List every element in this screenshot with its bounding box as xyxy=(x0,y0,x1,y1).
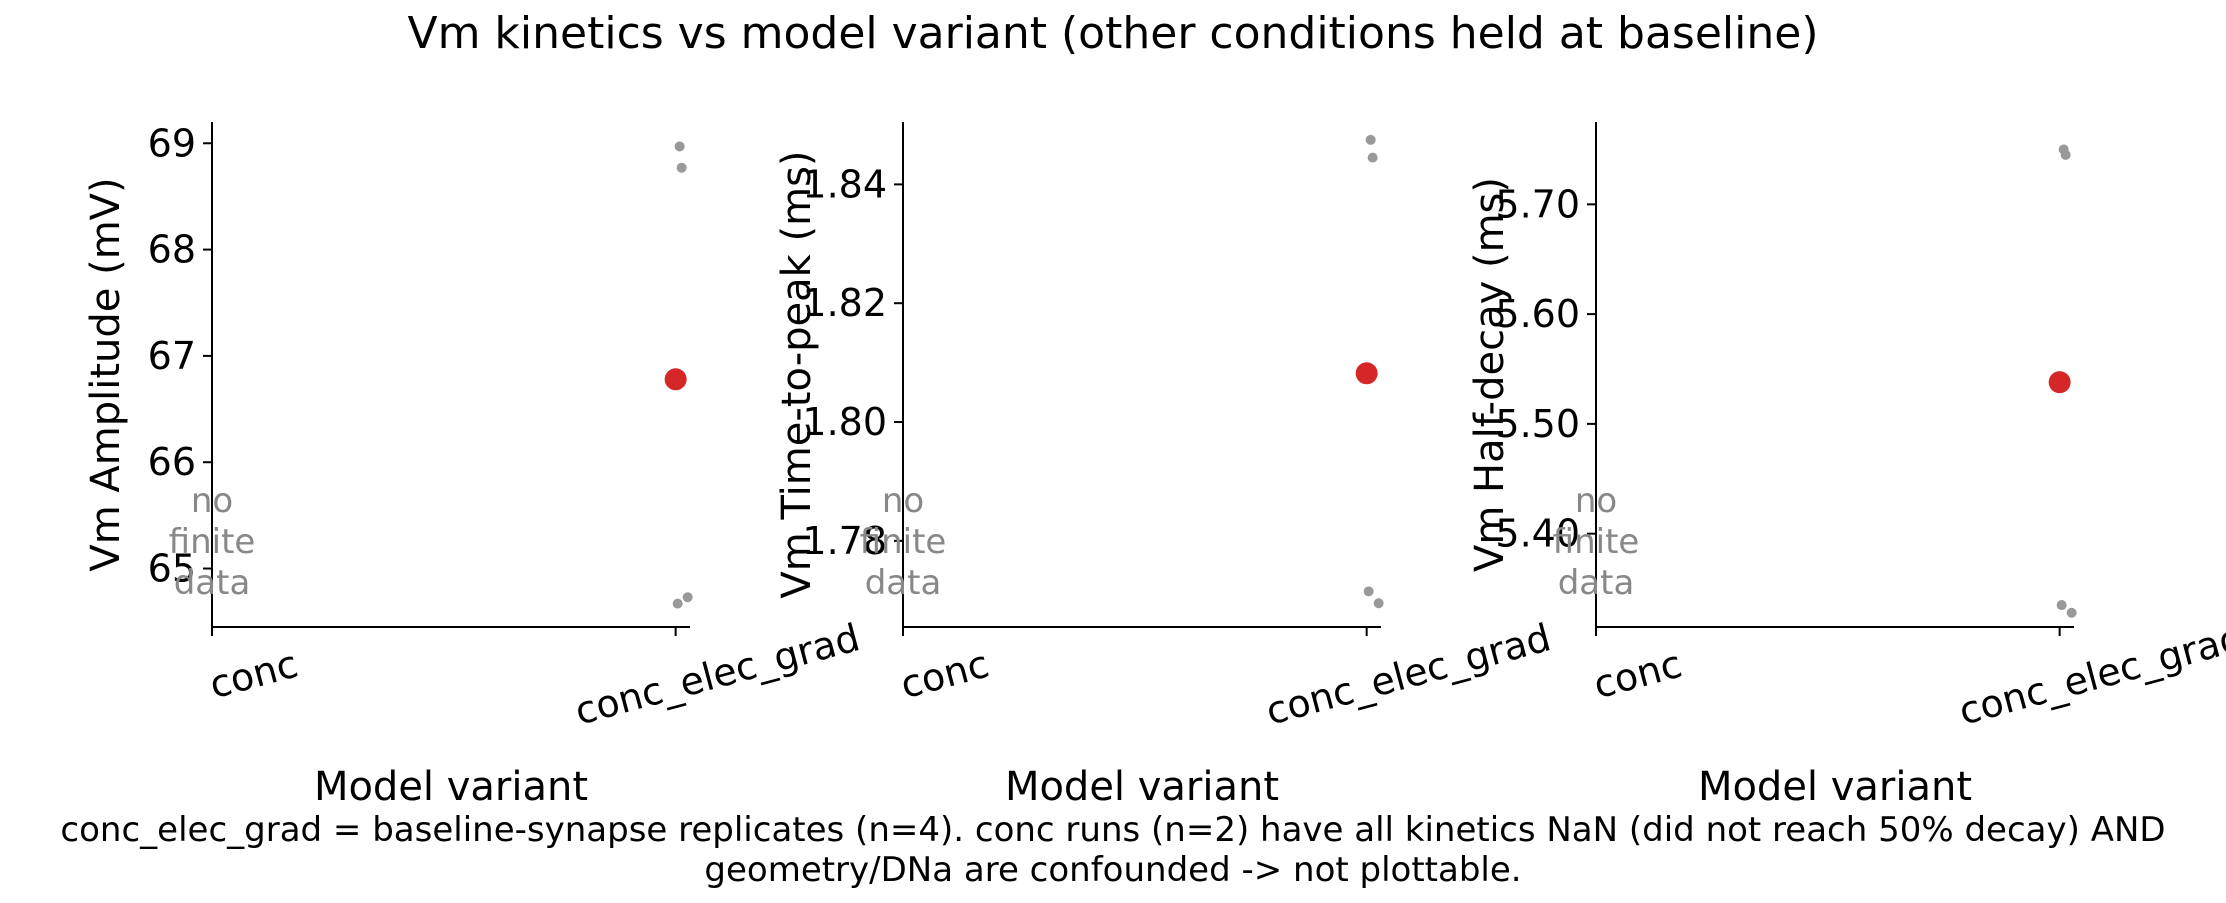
replicate-point xyxy=(2066,607,2077,618)
figure-title: Vm kinetics vs model variant (other cond… xyxy=(407,8,1819,59)
x-tick-label: conc_elec_grad xyxy=(570,615,864,733)
replicate-point xyxy=(1365,134,1376,145)
y-tick-label: 5.40 xyxy=(1495,512,1580,556)
replicate-point xyxy=(2060,149,2071,160)
no-data-annotation: no xyxy=(1575,481,1617,521)
caption-line-1: conc_elec_grad = baseline-synapse replic… xyxy=(60,810,2166,850)
caption-line-2: geometry/DNa are confounded -> not plott… xyxy=(704,850,1522,890)
replicate-point xyxy=(1363,586,1374,597)
mean-point xyxy=(1355,362,1378,385)
replicate-point xyxy=(1367,152,1378,163)
no-data-annotation: no xyxy=(191,481,233,521)
x-axis-label: Model variant xyxy=(1698,764,1972,810)
no-data-annotation: finite xyxy=(1553,522,1640,562)
y-tick-label: 68 xyxy=(148,228,196,272)
y-tick-label: 66 xyxy=(148,440,196,484)
y-tick-label: 1.82 xyxy=(802,281,887,325)
mean-point xyxy=(664,368,687,391)
y-tick-label: 69 xyxy=(148,121,196,165)
y-tick-label: 1.84 xyxy=(802,162,887,206)
y-tick-label: 5.70 xyxy=(1495,182,1580,226)
x-tick-label: conc xyxy=(896,642,993,708)
y-axis-label: Vm Amplitude (mV) xyxy=(83,177,129,571)
replicate-point xyxy=(682,592,693,603)
no-data-annotation: data xyxy=(865,563,942,603)
x-tick-label: conc xyxy=(1589,642,1686,708)
y-tick-label: 5.50 xyxy=(1495,402,1580,446)
replicate-point xyxy=(672,598,683,609)
no-data-annotation: finite xyxy=(860,522,947,562)
mean-point xyxy=(2048,371,2071,394)
y-tick-label: 65 xyxy=(148,547,196,591)
no-data-annotation: finite xyxy=(169,522,256,562)
y-tick-label: 5.60 xyxy=(1495,292,1580,336)
no-data-annotation: data xyxy=(1558,563,1635,603)
x-tick-label: conc xyxy=(205,642,302,708)
x-tick-label: conc_elec_grad xyxy=(1954,615,2226,733)
no-data-annotation: no xyxy=(882,481,924,521)
figure-caption: conc_elec_grad = baseline-synapse replic… xyxy=(0,810,2226,890)
y-tick-label: 67 xyxy=(148,334,196,378)
y-tick-label: 1.78 xyxy=(802,519,887,563)
no-data-annotation: data xyxy=(174,563,251,603)
y-tick-label: 1.80 xyxy=(802,400,887,444)
x-axis-label: Model variant xyxy=(1005,764,1279,810)
x-tick-label: conc_elec_grad xyxy=(1261,615,1555,733)
x-axis-label: Model variant xyxy=(314,764,588,810)
replicate-point xyxy=(1373,598,1384,609)
y-axis-label: Vm Time-to-peak (ms) xyxy=(774,150,820,598)
y-axis-label: Vm Half-decay (ms) xyxy=(1467,177,1513,572)
replicate-point xyxy=(674,141,685,152)
replicate-point xyxy=(2056,600,2067,611)
replicate-point xyxy=(676,162,687,173)
